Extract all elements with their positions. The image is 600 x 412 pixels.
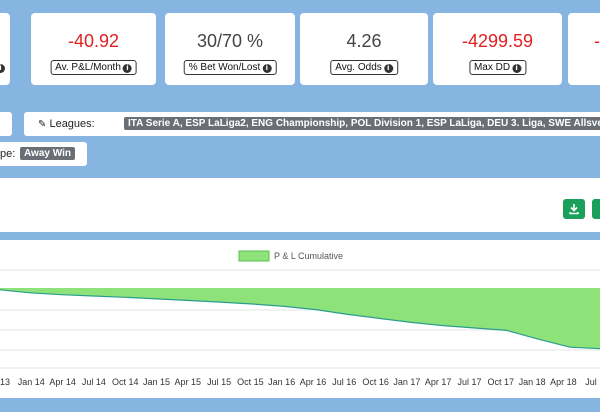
- x-tick-label: Jan 14: [18, 377, 45, 387]
- x-tick-label: Oct 14: [112, 377, 139, 387]
- stat-card-avg-odds: 4.26 Avg. Odds i: [300, 13, 428, 85]
- x-tick-label: Jul 16: [332, 377, 356, 387]
- info-circle-icon[interactable]: i: [0, 64, 5, 73]
- pl-chart: 13 Jan 14 Apr 14 Jul 14 Oct 14 Jan 15 Apr 15 Ju…: [0, 240, 600, 398]
- x-tick-label: Apr 16: [300, 377, 327, 387]
- chart-toolbar: [0, 178, 600, 232]
- pl-line[interactable]: [0, 289, 600, 350]
- x-tick-label: Apr 14: [49, 377, 76, 387]
- x-tick-label: Apr 17: [425, 377, 452, 387]
- bet-type-value: Away Win: [20, 147, 75, 160]
- x-tick-label: Jul 1: [585, 377, 600, 387]
- stat-card-bet-won-lost: 30/70 % % Bet Won/Lost i: [165, 13, 295, 85]
- stat-label[interactable]: % Bet Won/Lost i: [183, 60, 277, 75]
- x-tick-label: Jul 15: [207, 377, 231, 387]
- filter-bar: ✎ Leagues: ITA Serie A, ESP LaLiga2, ENG…: [0, 103, 600, 177]
- stat-value: 4.26: [346, 31, 382, 51]
- x-tick-label: Oct 16: [362, 377, 389, 387]
- stat-label[interactable]: Max DD i: [468, 60, 527, 75]
- stat-value-partial: -: [594, 31, 600, 51]
- x-tick-label: Jul 17: [457, 377, 481, 387]
- info-circle-icon[interactable]: i: [512, 64, 522, 73]
- x-tick-label: Jan 15: [143, 377, 170, 387]
- x-tick-label: Jan 16: [268, 377, 295, 387]
- info-circle-icon[interactable]: i: [262, 64, 272, 73]
- x-tick-label: Jul 14: [82, 377, 106, 387]
- stat-value: -40.92: [67, 31, 120, 51]
- stat-card-avg-pl-month: -40.92 Av. P&L/Month i: [31, 13, 156, 85]
- stat-card-partial-right: -: [568, 13, 600, 85]
- filter-pill-partial[interactable]: [0, 112, 12, 136]
- x-tick-label: Apr 15: [175, 377, 202, 387]
- leagues-value: ITA Serie A, ESP LaLiga2, ENG Championsh…: [124, 117, 600, 130]
- info-circle-icon[interactable]: i: [122, 64, 132, 73]
- x-tick-label: Oct 17: [488, 377, 515, 387]
- x-tick-label: Jan 18: [519, 377, 546, 387]
- stat-value: 30/70 %: [196, 31, 264, 51]
- pl-cumulative-chart: 13 Jan 14 Apr 14 Jul 14 Oct 14 Jan 15 Apr 15 Ju…: [0, 250, 600, 387]
- bet-type-filter[interactable]: pe: Away Win: [0, 142, 87, 166]
- bet-type-label: pe:: [0, 148, 16, 160]
- pl-area[interactable]: [0, 288, 600, 349]
- stat-label[interactable]: Avg. Odds i: [330, 60, 398, 75]
- legend-swatch[interactable]: [238, 250, 270, 262]
- stat-value: -4299.59: [461, 31, 534, 51]
- x-tick-label: 13: [0, 377, 10, 387]
- download-icon: [569, 204, 579, 215]
- leagues-label: Leagues:: [49, 118, 95, 130]
- export-button-partial[interactable]: [592, 199, 600, 219]
- x-tick-label: Apr 18: [550, 377, 577, 387]
- leagues-filter[interactable]: ✎ Leagues: ITA Serie A, ESP LaLiga2, ENG…: [24, 112, 600, 136]
- bottom-strip: [0, 400, 600, 412]
- x-tick-label: Oct 15: [237, 377, 264, 387]
- stat-card-partial-left: i: [0, 13, 10, 85]
- stat-label[interactable]: Av. P&L/Month i: [50, 60, 137, 75]
- pencil-icon: ✎: [38, 119, 47, 130]
- download-button[interactable]: [563, 199, 585, 219]
- info-circle-icon[interactable]: i: [383, 64, 393, 73]
- stat-card-max-dd: -4299.59 Max DD i: [433, 13, 562, 85]
- x-tick-label: Jan 17: [393, 377, 420, 387]
- legend-label[interactable]: P & L Cumulative: [274, 251, 343, 261]
